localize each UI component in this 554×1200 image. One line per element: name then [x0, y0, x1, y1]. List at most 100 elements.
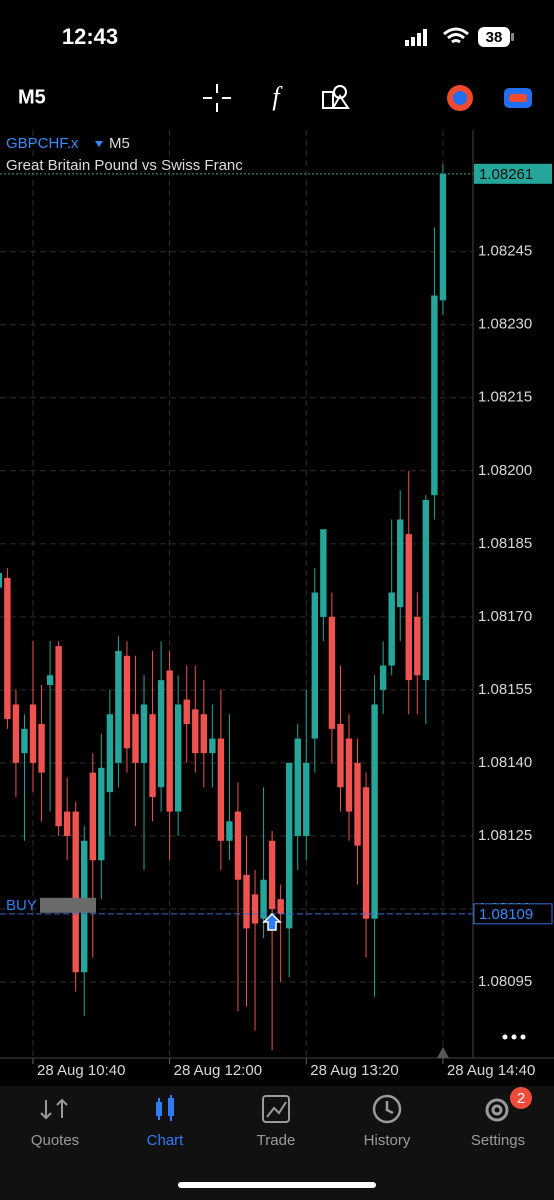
settings-badge	[510, 1087, 532, 1109]
candles	[0, 164, 447, 1051]
y-tick-label: 1.08095	[478, 973, 532, 990]
candle-body	[294, 738, 301, 836]
candle-body	[260, 879, 267, 919]
candle-body	[132, 714, 139, 763]
scroll-marker	[437, 1047, 449, 1058]
home-indicator	[178, 1182, 376, 1188]
candle-body	[226, 821, 233, 841]
y-tick-label: 1.08170	[478, 608, 532, 625]
battery-icon	[478, 27, 510, 47]
candle-body	[431, 295, 438, 496]
candle-body	[286, 762, 293, 929]
chart-icon[interactable]	[156, 1095, 174, 1121]
candle-body	[55, 646, 62, 827]
signals-button-inner	[453, 91, 467, 105]
candle-body	[234, 811, 242, 880]
tab-bar	[0, 1086, 554, 1200]
candle-body	[72, 811, 79, 973]
trade-icon[interactable]	[262, 1095, 290, 1123]
candle-body	[371, 704, 378, 919]
more-button[interactable]	[502, 1034, 526, 1040]
candle-body	[174, 704, 182, 812]
candle-body	[354, 762, 361, 846]
candle-body	[12, 704, 20, 763]
candle-body	[277, 899, 284, 914]
crosshair-button[interactable]	[203, 84, 231, 112]
y-tick-label: 1.08185	[478, 535, 532, 552]
buy-price-box	[473, 903, 553, 925]
candle-body	[439, 173, 447, 301]
candle-body	[345, 738, 353, 812]
candle-body	[337, 723, 344, 788]
candle-body	[149, 714, 156, 797]
trade-button-inner	[509, 94, 527, 102]
candle-body	[115, 650, 122, 763]
y-tick-label: 1.08245	[478, 243, 532, 260]
candle-body	[397, 519, 404, 608]
candle-body	[303, 762, 310, 836]
candle-body	[38, 723, 45, 773]
x-tick-label: 28 Aug 10:40	[37, 1062, 125, 1079]
buy-arrow	[262, 912, 282, 931]
candle-body	[414, 616, 421, 676]
tab-label[interactable]: Chart	[147, 1132, 185, 1149]
objects-button[interactable]	[322, 85, 350, 109]
last-price-box	[474, 163, 552, 184]
signal-icon	[405, 29, 427, 46]
candle-body	[362, 787, 370, 919]
candle-body	[123, 655, 131, 749]
candle-body	[320, 529, 327, 617]
clock: 12:43	[62, 24, 118, 49]
candle-body	[405, 534, 412, 681]
wifi-icon	[443, 27, 469, 44]
symbol[interactable]: GBPCHF.x	[6, 135, 79, 152]
tab-label[interactable]: Settings	[471, 1132, 525, 1149]
candle-body	[4, 577, 11, 720]
candle-body	[268, 840, 276, 909]
candle-body	[200, 714, 207, 754]
history-icon[interactable]	[372, 1094, 402, 1124]
symbol-description: Great Britain Pound vs Swiss Franc	[6, 157, 243, 174]
candle-body	[217, 738, 225, 841]
tab-label[interactable]: Quotes	[31, 1132, 79, 1149]
candle-body	[0, 573, 3, 588]
candle-body	[183, 699, 190, 724]
quotes-icon[interactable]	[40, 1098, 68, 1120]
buy-label: BUY	[6, 897, 37, 914]
candle-body	[46, 675, 54, 685]
candle-body	[63, 811, 71, 836]
battery-tip	[511, 33, 514, 41]
y-tick-label: 1.08230	[478, 316, 532, 333]
indicators-button[interactable]: f	[272, 82, 283, 111]
candle-body	[328, 616, 336, 729]
candle-body	[209, 738, 216, 754]
y-tick-label: 1.08140	[478, 754, 532, 771]
y-tick-label: 1.08155	[478, 681, 532, 698]
candle-body	[106, 714, 114, 793]
y-tick-label: 1.08125	[478, 827, 532, 844]
settings-icon[interactable]	[485, 1098, 509, 1122]
last-price-label: 1.08261	[479, 166, 533, 183]
tab-label[interactable]: Trade	[257, 1132, 296, 1149]
timeframe-button[interactable]: M5	[18, 86, 46, 108]
settings-badge-count: 2	[517, 1090, 525, 1107]
candle-body	[192, 709, 199, 754]
y-tick-label: 1.08215	[478, 389, 532, 406]
candle-body	[251, 894, 259, 924]
symbol-dropdown[interactable]	[95, 141, 103, 147]
overlay: 1.08261 BUY 1.08109	[0, 163, 553, 925]
candle-body	[379, 665, 387, 690]
buy-volume-box	[40, 897, 96, 913]
chart-timeframe: M5	[109, 135, 130, 152]
x-tick-label: 28 Aug 14:40	[447, 1062, 535, 1079]
x-tick-label: 28 Aug 13:20	[310, 1062, 398, 1079]
candle-body	[21, 728, 28, 754]
candle-body	[157, 680, 165, 788]
buy-price-label: 1.08109	[479, 906, 533, 923]
candle-body	[166, 670, 173, 812]
candle-body	[98, 767, 105, 861]
tab-label[interactable]: History	[364, 1132, 411, 1149]
